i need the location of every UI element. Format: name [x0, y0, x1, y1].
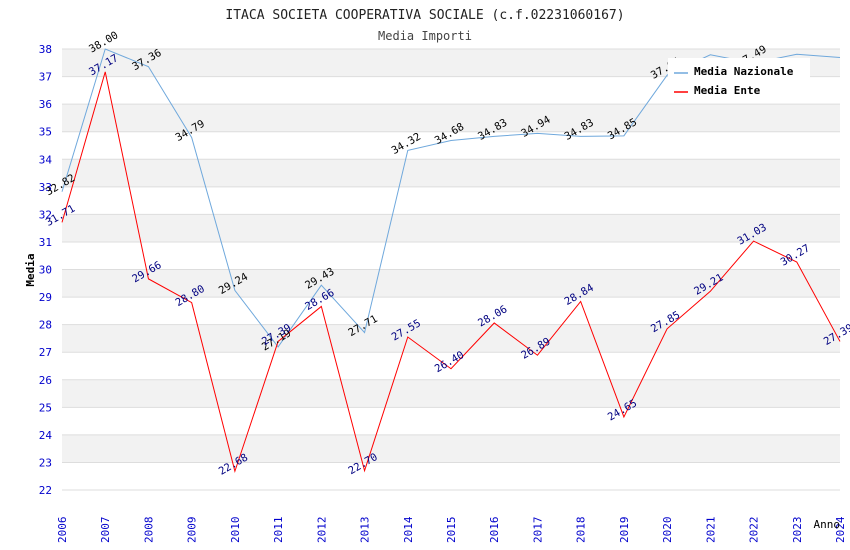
x-tick-label: 2023 [791, 517, 804, 544]
grid-band [62, 214, 840, 242]
y-tick-label: 33 [39, 181, 52, 194]
x-tick-label: 2009 [186, 517, 199, 544]
y-tick-label: 32 [39, 208, 52, 221]
y-tick-label: 28 [39, 319, 52, 332]
x-tick-label: 2016 [488, 517, 501, 544]
grid-band [62, 324, 840, 353]
data-label: 34.32 [390, 131, 423, 157]
data-label: 30.27 [779, 242, 812, 268]
series-lines [61, 48, 841, 474]
legend-box [668, 58, 810, 100]
y-axis-label: Media [24, 253, 37, 286]
chart-title: ITACA SOCIETA COOPERATIVA SOCIALE (c.f.0… [225, 8, 624, 23]
y-tick-label: 38 [39, 43, 52, 56]
x-tick-label: 2021 [704, 517, 717, 544]
series-line-media-nazionale [61, 48, 841, 348]
data-label: 32.82 [44, 172, 77, 198]
y-tick-label: 26 [39, 374, 52, 387]
x-tick-label: 2012 [315, 517, 328, 544]
y-tick-label: 30 [39, 264, 52, 277]
legend-label-media-ente: Media Ente [694, 84, 761, 97]
y-tick-label: 37 [39, 71, 52, 84]
y-tick-label: 34 [39, 153, 53, 166]
x-tick-label: 2015 [445, 517, 458, 544]
grid-band [62, 159, 840, 187]
y-tick-label: 25 [39, 401, 52, 414]
x-tick-label: 2013 [359, 517, 372, 544]
data-label: 26.40 [433, 349, 466, 375]
series-line-media-ente [61, 71, 841, 474]
y-tick-label: 29 [39, 291, 52, 304]
x-axis-ticks: 2006 2007 2008 2009 2010 2011 2012 2013 2014 2015… [56, 516, 847, 543]
x-tick-label: 2010 [229, 517, 242, 544]
x-tick-label: 2018 [575, 517, 588, 544]
y-axis-ticks: 22 23 24 25 26 27 28 29 30 31 32 33 34 35 36 37 38 [39, 43, 53, 497]
x-tick-label: 2017 [531, 517, 544, 544]
chart-subtitle: Media Importi [378, 29, 472, 43]
y-tick-label: 27 [39, 346, 52, 359]
grid-band [62, 104, 840, 132]
x-tick-label: 2024 [834, 516, 847, 543]
legend-label-media-nazionale: Media Nazionale [694, 65, 794, 78]
grid-bands [62, 49, 840, 463]
y-tick-label: 35 [39, 126, 52, 139]
x-tick-label: 2019 [618, 517, 631, 544]
x-tick-label: 2011 [272, 517, 285, 544]
y-tick-label: 31 [39, 236, 52, 249]
y-tick-label: 24 [39, 429, 53, 442]
legend: Media Nazionale Media Ente [668, 58, 810, 100]
x-tick-label: 2014 [402, 516, 415, 543]
x-tick-label: 2007 [99, 517, 112, 544]
x-tick-label: 2008 [142, 517, 155, 544]
grid-band [62, 379, 840, 408]
x-tick-label: 2006 [56, 517, 69, 544]
x-tick-label: 2020 [661, 517, 674, 544]
y-tick-label: 36 [39, 98, 52, 111]
x-axis-label: Anno [814, 518, 841, 531]
x-tick-label: 2022 [748, 517, 761, 544]
y-tick-label: 22 [39, 484, 52, 497]
grid-band [62, 269, 840, 298]
grid-band [62, 434, 840, 463]
y-tick-label: 23 [39, 456, 52, 469]
